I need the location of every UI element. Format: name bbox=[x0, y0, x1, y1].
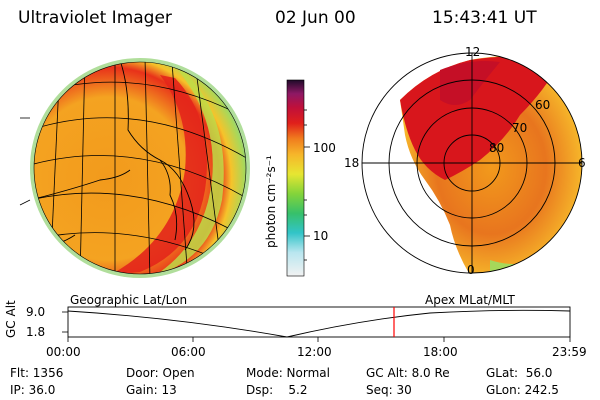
colorbar-unit-label: photon cm⁻²s⁻¹ bbox=[264, 155, 278, 248]
image-title: Ultraviolet Imager bbox=[18, 8, 172, 28]
colorbar-tick-10: 10 bbox=[313, 229, 329, 243]
info-ip: IP: 36.0 bbox=[10, 383, 56, 397]
info-mode: Mode: Normal bbox=[246, 366, 330, 380]
altitude-axis-label: GC Alt bbox=[4, 300, 18, 338]
lat-label-60: 60 bbox=[535, 98, 551, 112]
mlt-label-0: 0 bbox=[467, 263, 475, 277]
mlt-label-12: 12 bbox=[465, 45, 481, 59]
altitude-plot bbox=[62, 306, 571, 342]
left-panel-label: Geographic Lat/Lon bbox=[70, 293, 188, 307]
earth-image bbox=[19, 58, 250, 278]
image-date: 02 Jun 00 bbox=[275, 8, 356, 28]
info-seq: Seq: 30 bbox=[366, 383, 412, 397]
lat-label-70: 70 bbox=[512, 121, 528, 135]
time-tick-1200: 12:00 bbox=[297, 345, 332, 359]
altitude-tick-1-8: 1.8 bbox=[26, 325, 46, 339]
info-gc-alt: GC Alt: 8.0 Re bbox=[366, 366, 450, 380]
time-tick-0000: 00:00 bbox=[46, 345, 81, 359]
info-door: Door: Open bbox=[126, 366, 195, 380]
mlt-label-6: 6 bbox=[578, 156, 586, 170]
mlt-label-18: 18 bbox=[344, 156, 360, 170]
time-tick-1800: 18:00 bbox=[423, 345, 458, 359]
right-panel-label: Apex MLat/MLT bbox=[425, 293, 515, 307]
info-gain: Gain: 13 bbox=[126, 383, 177, 397]
time-tick-2359: 23:59 bbox=[552, 345, 587, 359]
lat-label-80: 80 bbox=[489, 141, 505, 155]
polar-plot bbox=[361, 52, 583, 274]
color-bar bbox=[286, 79, 305, 277]
image-time: 15:43:41 UT bbox=[432, 8, 537, 28]
info-glon: GLon: 242.5 bbox=[486, 383, 559, 397]
colorbar-tick-100: 100 bbox=[313, 141, 336, 155]
info-dsp: Dsp: 5.2 bbox=[246, 383, 308, 397]
info-flight: Flt: 1356 bbox=[10, 366, 64, 380]
altitude-tick-9: 9.0 bbox=[26, 305, 46, 319]
time-tick-0600: 06:00 bbox=[171, 345, 206, 359]
info-glat: GLat: 56.0 bbox=[486, 366, 553, 380]
